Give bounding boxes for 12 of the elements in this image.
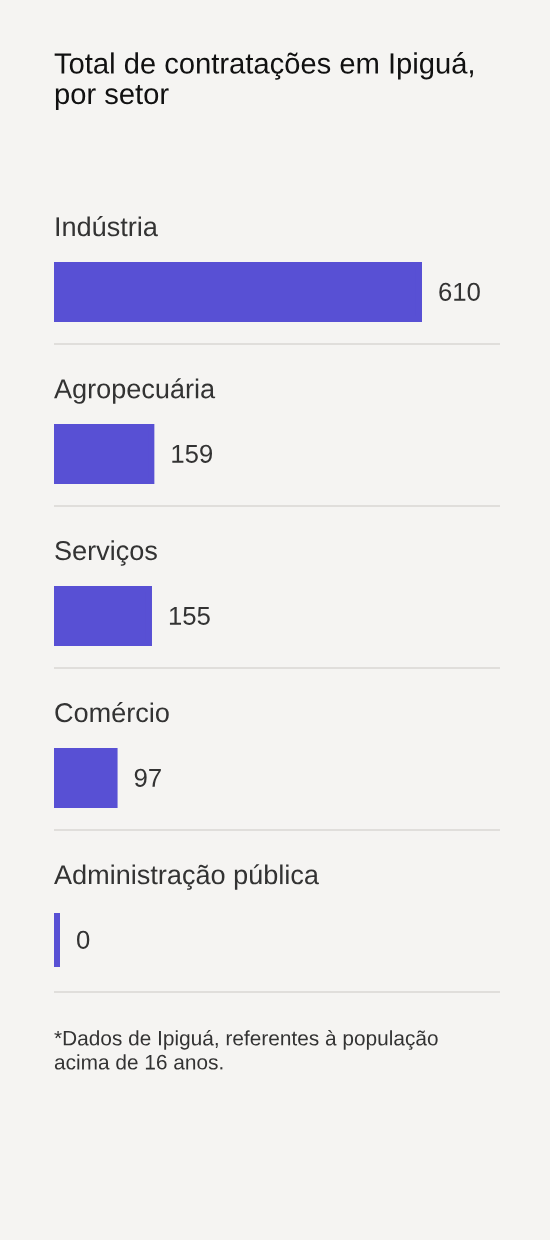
y-tick-label: Administração pública [54,864,319,890]
y-tick-label: Agropecuária [54,378,216,404]
data-label: 610 [439,282,480,301]
data-label: 0 [77,930,90,949]
text: *Dados de Ipiguá, referentes à população acima de 16 anos. [54,1030,438,1070]
y-tick-label: Serviços [55,540,157,566]
chart-title: Total de contratações em Ipiguá, por setor [54,52,473,111]
y-tick-label: Comércio [55,702,169,723]
data-label: 159 [172,444,213,463]
data-label: 155 [169,606,210,625]
data-label: 97 [134,768,161,787]
y-tick-label: Indústria [56,216,158,237]
